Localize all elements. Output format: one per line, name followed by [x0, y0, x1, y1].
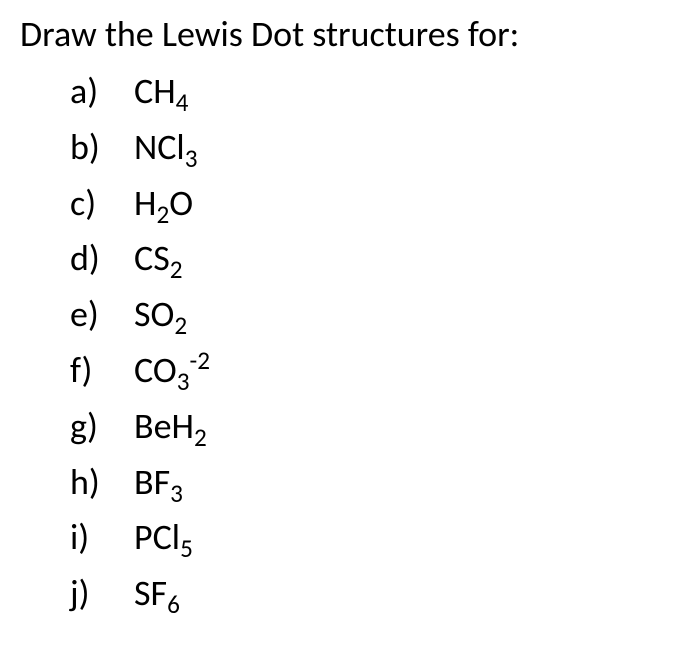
- list-item: b) NCl3: [70, 120, 678, 176]
- chemical-formula: SO2: [134, 287, 187, 343]
- question-list: a) CH4 b) NCl3 c) H2O d) CS2 e) SO2 f) C…: [20, 64, 678, 622]
- item-label: h): [70, 455, 134, 511]
- list-item: e) SO2: [70, 287, 678, 343]
- list-item: h) BF3: [70, 455, 678, 511]
- item-label: j): [70, 566, 134, 622]
- item-label: f): [70, 343, 134, 399]
- list-item: a) CH4: [70, 64, 678, 120]
- item-label: c): [70, 176, 134, 232]
- item-label: d): [70, 231, 134, 287]
- list-item: c) H2O: [70, 176, 678, 232]
- item-label: a): [70, 64, 134, 120]
- chemical-formula: CH4: [134, 64, 188, 120]
- chemical-formula: SF6: [134, 566, 180, 622]
- chemical-formula: H2O: [134, 176, 193, 232]
- list-item: f) CO3-2: [70, 343, 678, 399]
- chemical-formula: CO3-2: [134, 343, 210, 399]
- item-label: g): [70, 399, 134, 455]
- list-item: j) SF6: [70, 566, 678, 622]
- chemical-formula: BF3: [134, 455, 183, 511]
- item-label: e): [70, 287, 134, 343]
- chemical-formula: NCl3: [134, 120, 197, 176]
- list-item: d) CS2: [70, 231, 678, 287]
- chemical-formula: PCl5: [134, 510, 193, 566]
- item-label: i): [70, 510, 134, 566]
- item-label: b): [70, 120, 134, 176]
- page-title: Draw the Lewis Dot structures for:: [20, 12, 678, 56]
- list-item: i) PCl5: [70, 510, 678, 566]
- list-item: g) BeH2: [70, 399, 678, 455]
- chemical-formula: BeH2: [134, 399, 207, 455]
- chemical-formula: CS2: [134, 231, 183, 287]
